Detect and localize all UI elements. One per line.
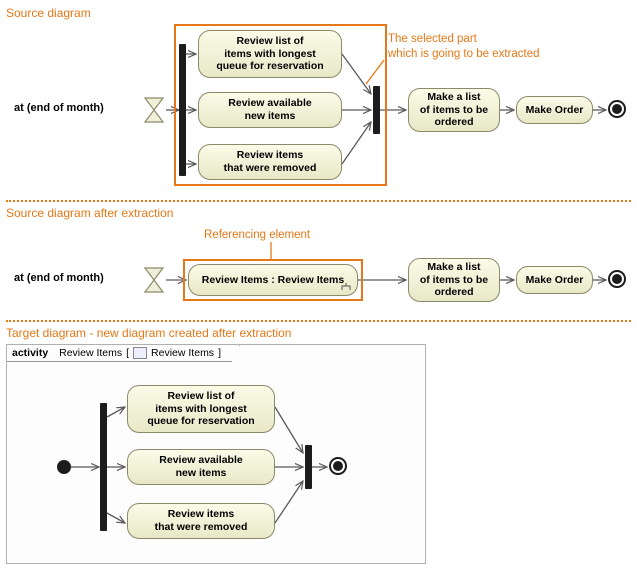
time-event-icon — [143, 96, 165, 124]
frame-context: Review Items — [151, 347, 214, 359]
action-review-longest-queue-3: Review list of items with longest queue … — [127, 385, 275, 433]
action-review-removed-3: Review items that were removed — [127, 503, 275, 539]
frame-keyword: activity — [12, 347, 48, 359]
frame-context-icon — [133, 347, 147, 359]
frame-name: Review Items — [59, 347, 122, 359]
selection-box — [174, 24, 387, 186]
initial-node — [57, 460, 71, 474]
section1-title: Source diagram — [6, 6, 631, 20]
final-node-3 — [329, 457, 347, 475]
action-review-new-items-3: Review available new items — [127, 449, 275, 485]
action-make-order-2: Make Order — [516, 266, 593, 294]
frame-bracket-open: [ — [126, 347, 129, 359]
referencing-annotation: Referencing element — [204, 228, 310, 243]
join-bar-3 — [305, 445, 312, 489]
target-diagram-frame: activity Review Items [ Review Items ] R… — [6, 344, 426, 564]
section2-title: Source diagram after extraction — [6, 206, 631, 220]
action-make-list-2: Make a list of items to be ordered — [408, 258, 500, 302]
fork-bar-3 — [100, 403, 107, 531]
frame-bracket-close: ] — [218, 347, 221, 359]
divider-1 — [6, 200, 631, 202]
source-after-diagram: at (end of month) Referencing element Re… — [6, 224, 631, 314]
section3-title: Target diagram - new diagram created aft… — [6, 326, 631, 340]
final-node — [608, 100, 626, 118]
final-node-2 — [608, 270, 626, 288]
referencing-selection-box — [183, 259, 363, 301]
selection-annotation: The selected part which is going to be e… — [388, 32, 540, 62]
frame-header: activity Review Items [ Review Items ] — [7, 345, 240, 362]
action-make-order: Make Order — [516, 96, 593, 124]
at-label: at (end of month) — [14, 102, 104, 114]
action-make-list: Make a list of items to be ordered — [408, 88, 500, 132]
source-diagram: at (end of month) Review list of items w… — [6, 24, 631, 194]
at-label-2: at (end of month) — [14, 272, 104, 284]
divider-2 — [6, 320, 631, 322]
time-event-icon-2 — [143, 266, 165, 294]
